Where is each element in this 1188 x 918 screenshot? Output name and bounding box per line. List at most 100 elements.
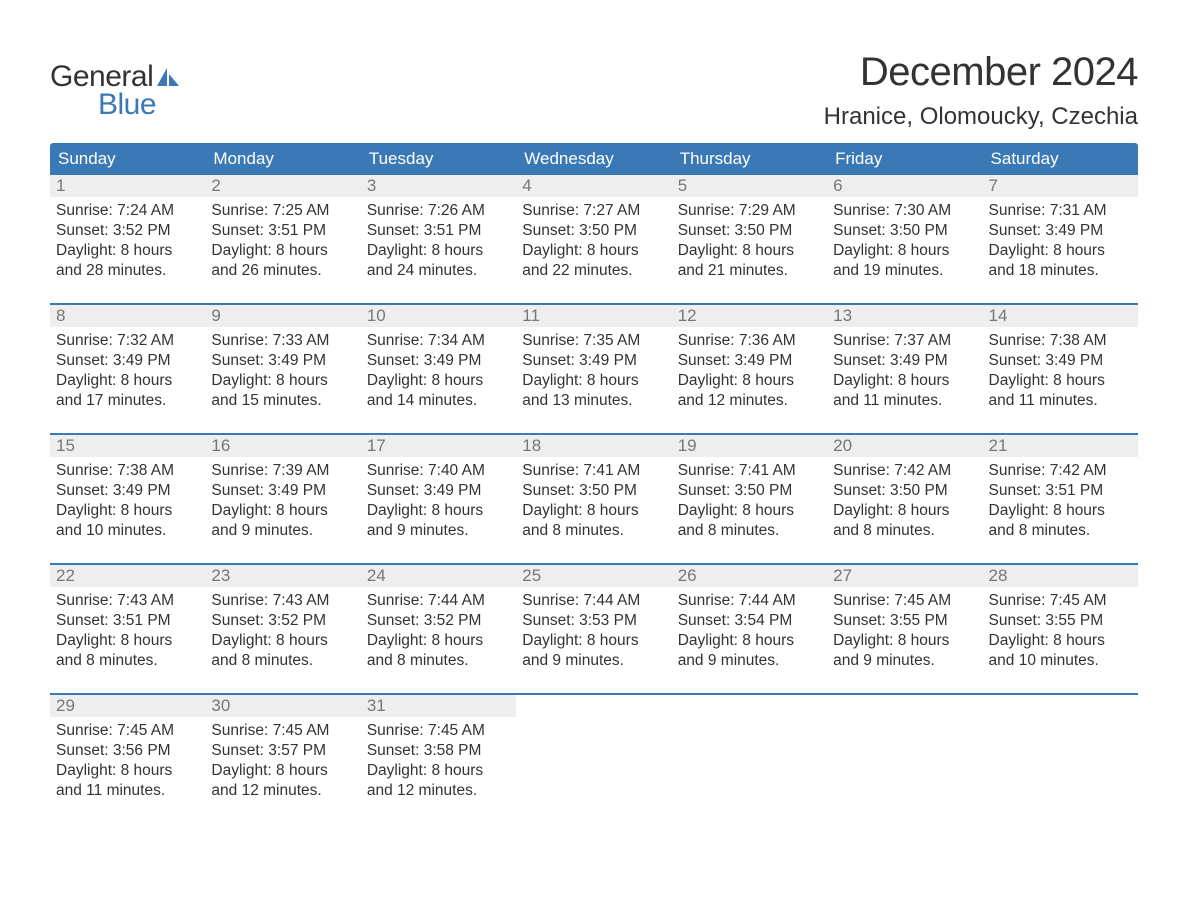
calendar-day: 5Sunrise: 7:29 AMSunset: 3:50 PMDaylight… [672,175,827,303]
calendar-day: 2Sunrise: 7:25 AMSunset: 3:51 PMDaylight… [205,175,360,303]
sunset-text: Sunset: 3:51 PM [989,481,1132,501]
calendar-day [516,695,671,823]
day-number: 17 [361,435,516,457]
day-number: 27 [827,565,982,587]
day-number: 16 [205,435,360,457]
day-content: Sunrise: 7:45 AMSunset: 3:55 PMDaylight:… [827,587,982,672]
calendar-day: 3Sunrise: 7:26 AMSunset: 3:51 PMDaylight… [361,175,516,303]
daylight-text-line2: and 8 minutes. [211,651,354,671]
daylight-text-line1: Daylight: 8 hours [367,371,510,391]
daylight-text-line1: Daylight: 8 hours [56,241,199,261]
sunset-text: Sunset: 3:52 PM [211,611,354,631]
day-content: Sunrise: 7:30 AMSunset: 3:50 PMDaylight:… [827,197,982,282]
calendar-day: 29Sunrise: 7:45 AMSunset: 3:56 PMDayligh… [50,695,205,823]
sail-icon [157,68,179,86]
weeks-container: 1Sunrise: 7:24 AMSunset: 3:52 PMDaylight… [50,175,1138,823]
calendar-day: 1Sunrise: 7:24 AMSunset: 3:52 PMDaylight… [50,175,205,303]
day-content: Sunrise: 7:42 AMSunset: 3:51 PMDaylight:… [983,457,1138,542]
sunset-text: Sunset: 3:50 PM [522,481,665,501]
calendar-day: 23Sunrise: 7:43 AMSunset: 3:52 PMDayligh… [205,565,360,693]
calendar-day [672,695,827,823]
calendar-day: 16Sunrise: 7:39 AMSunset: 3:49 PMDayligh… [205,435,360,563]
daylight-text-line1: Daylight: 8 hours [367,501,510,521]
daylight-text-line1: Daylight: 8 hours [989,631,1132,651]
day-number: 24 [361,565,516,587]
daylight-text-line2: and 19 minutes. [833,261,976,281]
daylight-text-line2: and 9 minutes. [522,651,665,671]
sunset-text: Sunset: 3:49 PM [211,351,354,371]
sunrise-text: Sunrise: 7:37 AM [833,331,976,351]
daylight-text-line2: and 26 minutes. [211,261,354,281]
sunrise-text: Sunrise: 7:41 AM [522,461,665,481]
day-number: 13 [827,305,982,327]
calendar-week: 1Sunrise: 7:24 AMSunset: 3:52 PMDaylight… [50,175,1138,303]
calendar-day: 26Sunrise: 7:44 AMSunset: 3:54 PMDayligh… [672,565,827,693]
sunrise-text: Sunrise: 7:27 AM [522,201,665,221]
sunrise-text: Sunrise: 7:33 AM [211,331,354,351]
day-number: 6 [827,175,982,197]
weekday-header: Thursday [672,143,827,175]
sunset-text: Sunset: 3:50 PM [833,481,976,501]
day-number: 14 [983,305,1138,327]
daylight-text-line2: and 12 minutes. [367,781,510,801]
sunset-text: Sunset: 3:50 PM [833,221,976,241]
sunrise-text: Sunrise: 7:30 AM [833,201,976,221]
daylight-text-line2: and 15 minutes. [211,391,354,411]
day-content: Sunrise: 7:45 AMSunset: 3:56 PMDaylight:… [50,717,205,802]
title-block: December 2024 Hranice, Olomoucky, Czechi… [824,50,1138,131]
daylight-text-line2: and 17 minutes. [56,391,199,411]
day-number: 4 [516,175,671,197]
daylight-text-line2: and 10 minutes. [56,521,199,541]
sunrise-text: Sunrise: 7:44 AM [367,591,510,611]
daylight-text-line1: Daylight: 8 hours [522,371,665,391]
day-content: Sunrise: 7:25 AMSunset: 3:51 PMDaylight:… [205,197,360,282]
sunrise-text: Sunrise: 7:42 AM [833,461,976,481]
sunset-text: Sunset: 3:51 PM [56,611,199,631]
daylight-text-line2: and 11 minutes. [833,391,976,411]
daylight-text-line1: Daylight: 8 hours [833,631,976,651]
sunrise-text: Sunrise: 7:24 AM [56,201,199,221]
day-number: 20 [827,435,982,457]
daylight-text-line1: Daylight: 8 hours [56,501,199,521]
daylight-text-line1: Daylight: 8 hours [989,371,1132,391]
day-number: 1 [50,175,205,197]
sunrise-text: Sunrise: 7:44 AM [522,591,665,611]
sunset-text: Sunset: 3:49 PM [56,481,199,501]
day-content: Sunrise: 7:35 AMSunset: 3:49 PMDaylight:… [516,327,671,412]
calendar-page: General Blue December 2024 Hranice, Olom… [0,0,1188,823]
daylight-text-line1: Daylight: 8 hours [211,241,354,261]
calendar-day: 8Sunrise: 7:32 AMSunset: 3:49 PMDaylight… [50,305,205,433]
sunset-text: Sunset: 3:49 PM [989,351,1132,371]
sunrise-text: Sunrise: 7:34 AM [367,331,510,351]
day-number: 19 [672,435,827,457]
calendar-day: 21Sunrise: 7:42 AMSunset: 3:51 PMDayligh… [983,435,1138,563]
month-title: December 2024 [824,50,1138,95]
daylight-text-line1: Daylight: 8 hours [211,631,354,651]
sunset-text: Sunset: 3:52 PM [367,611,510,631]
day-number: 3 [361,175,516,197]
weekday-header: Tuesday [361,143,516,175]
daylight-text-line1: Daylight: 8 hours [56,371,199,391]
sunrise-text: Sunrise: 7:39 AM [211,461,354,481]
sunset-text: Sunset: 3:57 PM [211,741,354,761]
day-number: 31 [361,695,516,717]
day-number: 25 [516,565,671,587]
daylight-text-line2: and 12 minutes. [678,391,821,411]
daylight-text-line1: Daylight: 8 hours [833,371,976,391]
sunset-text: Sunset: 3:50 PM [678,481,821,501]
daylight-text-line2: and 13 minutes. [522,391,665,411]
calendar-day: 17Sunrise: 7:40 AMSunset: 3:49 PMDayligh… [361,435,516,563]
daylight-text-line2: and 8 minutes. [56,651,199,671]
sunrise-text: Sunrise: 7:38 AM [989,331,1132,351]
day-number: 12 [672,305,827,327]
calendar-week: 15Sunrise: 7:38 AMSunset: 3:49 PMDayligh… [50,433,1138,563]
sunrise-text: Sunrise: 7:35 AM [522,331,665,351]
daylight-text-line2: and 9 minutes. [678,651,821,671]
calendar-day: 30Sunrise: 7:45 AMSunset: 3:57 PMDayligh… [205,695,360,823]
sunset-text: Sunset: 3:54 PM [678,611,821,631]
daylight-text-line2: and 11 minutes. [56,781,199,801]
day-content: Sunrise: 7:45 AMSunset: 3:58 PMDaylight:… [361,717,516,802]
daylight-text-line1: Daylight: 8 hours [211,761,354,781]
calendar-day: 24Sunrise: 7:44 AMSunset: 3:52 PMDayligh… [361,565,516,693]
sunrise-text: Sunrise: 7:29 AM [678,201,821,221]
